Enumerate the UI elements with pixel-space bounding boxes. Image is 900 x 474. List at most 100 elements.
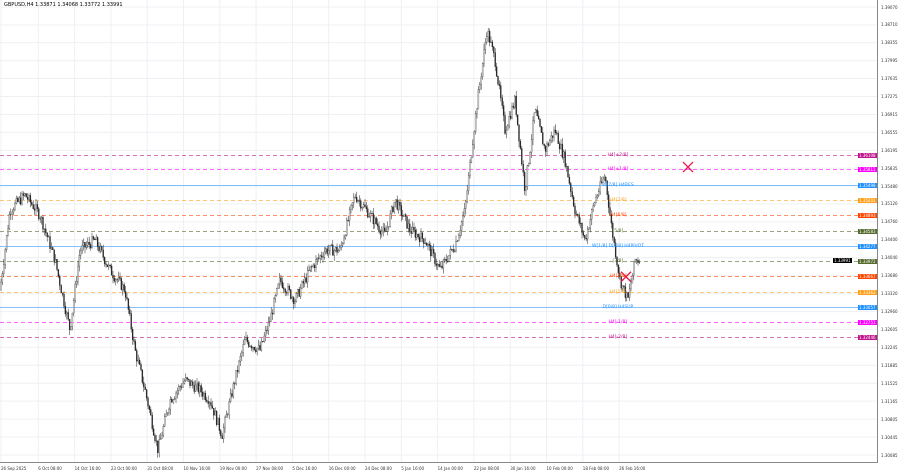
candle: [225, 414, 228, 418]
time-axis[interactable]: 26 Sep 2025 6 Oct 08:00 14 Oct 16:00 23 Oct…: [0, 463, 878, 474]
candle: [561, 143, 564, 158]
candle: [304, 277, 306, 284]
price-tick: 1.33320: [881, 291, 898, 297]
candle: [465, 201, 467, 209]
candle: [298, 289, 300, 297]
candle: [343, 237, 345, 244]
candle: [558, 143, 561, 150]
candle: [432, 249, 435, 254]
candle: [248, 341, 250, 347]
candle: [582, 232, 585, 236]
price-axis[interactable]: 1.39070 1.38710 1.38355 1.37995 1.37635 1.372…: [878, 0, 900, 463]
price-tick: 1.37635: [881, 76, 898, 82]
level-label: H4[-2/8]: [608, 334, 628, 340]
time-tick: 30 Jan 16:00: [510, 466, 536, 471]
chart-title: GBPUSD,H4 1.33871 1.34068 1.33772 1.3399…: [4, 2, 123, 8]
candle: [431, 249, 433, 257]
time-tick: 5 Jan 16:00: [401, 466, 425, 471]
candle: [110, 265, 113, 276]
price-tick: 1.35480: [881, 183, 898, 189]
candle: [390, 206, 393, 215]
candle: [628, 288, 631, 298]
candle: [148, 405, 151, 410]
price-chart[interactable]: GBPUSD,H4 1.33871 1.34068 1.33772 1.3399…: [0, 0, 878, 463]
candle: [341, 243, 344, 246]
candle: [200, 385, 202, 393]
candle: [385, 231, 387, 232]
candle: [340, 245, 342, 248]
candle: [396, 199, 398, 210]
candle: [54, 259, 57, 263]
candle: [192, 381, 194, 386]
candle: [539, 119, 541, 127]
candle: [358, 200, 361, 202]
candle: [18, 197, 20, 202]
candle: [75, 281, 78, 285]
candle: [179, 386, 181, 388]
time-tick: 5 Dec 16:00: [292, 466, 317, 471]
candle: [53, 249, 55, 263]
candle: [445, 259, 447, 262]
time-tick: 14 Oct 16:00: [74, 466, 101, 471]
candle: [309, 266, 312, 271]
candle: [143, 382, 145, 388]
level-price-label: 1.33362: [858, 290, 877, 295]
candle: [472, 144, 474, 158]
candle: [91, 236, 93, 249]
candle: [131, 328, 134, 340]
candle: [571, 191, 573, 198]
candle: [407, 223, 410, 229]
candle: [362, 204, 365, 208]
candle: [591, 209, 593, 220]
price-tick: 1.32605: [881, 326, 898, 332]
candle: [80, 250, 82, 256]
candle: [133, 339, 135, 342]
price-tick: 1.36555: [881, 129, 898, 135]
candle: [73, 300, 75, 314]
candle: [15, 198, 18, 204]
candle: [609, 207, 611, 216]
candle: [144, 386, 146, 390]
candle: [497, 76, 499, 85]
candle: [467, 175, 470, 191]
candle: [193, 385, 195, 392]
candle: [165, 413, 167, 418]
candle: [336, 247, 338, 253]
candle: [530, 139, 533, 153]
candle: [290, 289, 292, 299]
candle: [599, 181, 601, 192]
candle: [201, 392, 204, 397]
candle: [182, 383, 184, 388]
time-tick: 18 Feb 08:00: [582, 466, 610, 471]
candle: [417, 233, 419, 238]
candle: [211, 405, 214, 409]
time-tick: 26 Sep 2025: [1, 466, 27, 471]
candle: [376, 223, 379, 227]
candle: [33, 208, 36, 211]
candle: [529, 152, 531, 164]
candle: [565, 166, 568, 167]
candle: [178, 386, 180, 391]
candle: [563, 151, 565, 158]
candle: [255, 349, 257, 352]
candle: [393, 201, 396, 212]
candle: [297, 289, 299, 294]
cross-icon: [682, 161, 694, 173]
candle: [630, 282, 632, 289]
price-tick: 1.31165: [881, 398, 898, 404]
candle: [403, 214, 405, 217]
candle: [215, 411, 218, 425]
candle: [84, 242, 86, 248]
candle: [589, 219, 592, 229]
candle: [602, 178, 604, 183]
candle: [564, 151, 566, 167]
level-label: W[7/8] H4RES: [602, 182, 634, 188]
candle: [257, 345, 260, 349]
candle: [288, 286, 291, 290]
candle: [603, 177, 606, 180]
chart-canvas[interactable]: [0, 0, 878, 463]
candle: [249, 346, 251, 348]
candle: [556, 132, 558, 134]
candle: [491, 41, 494, 48]
candle: [242, 344, 244, 353]
